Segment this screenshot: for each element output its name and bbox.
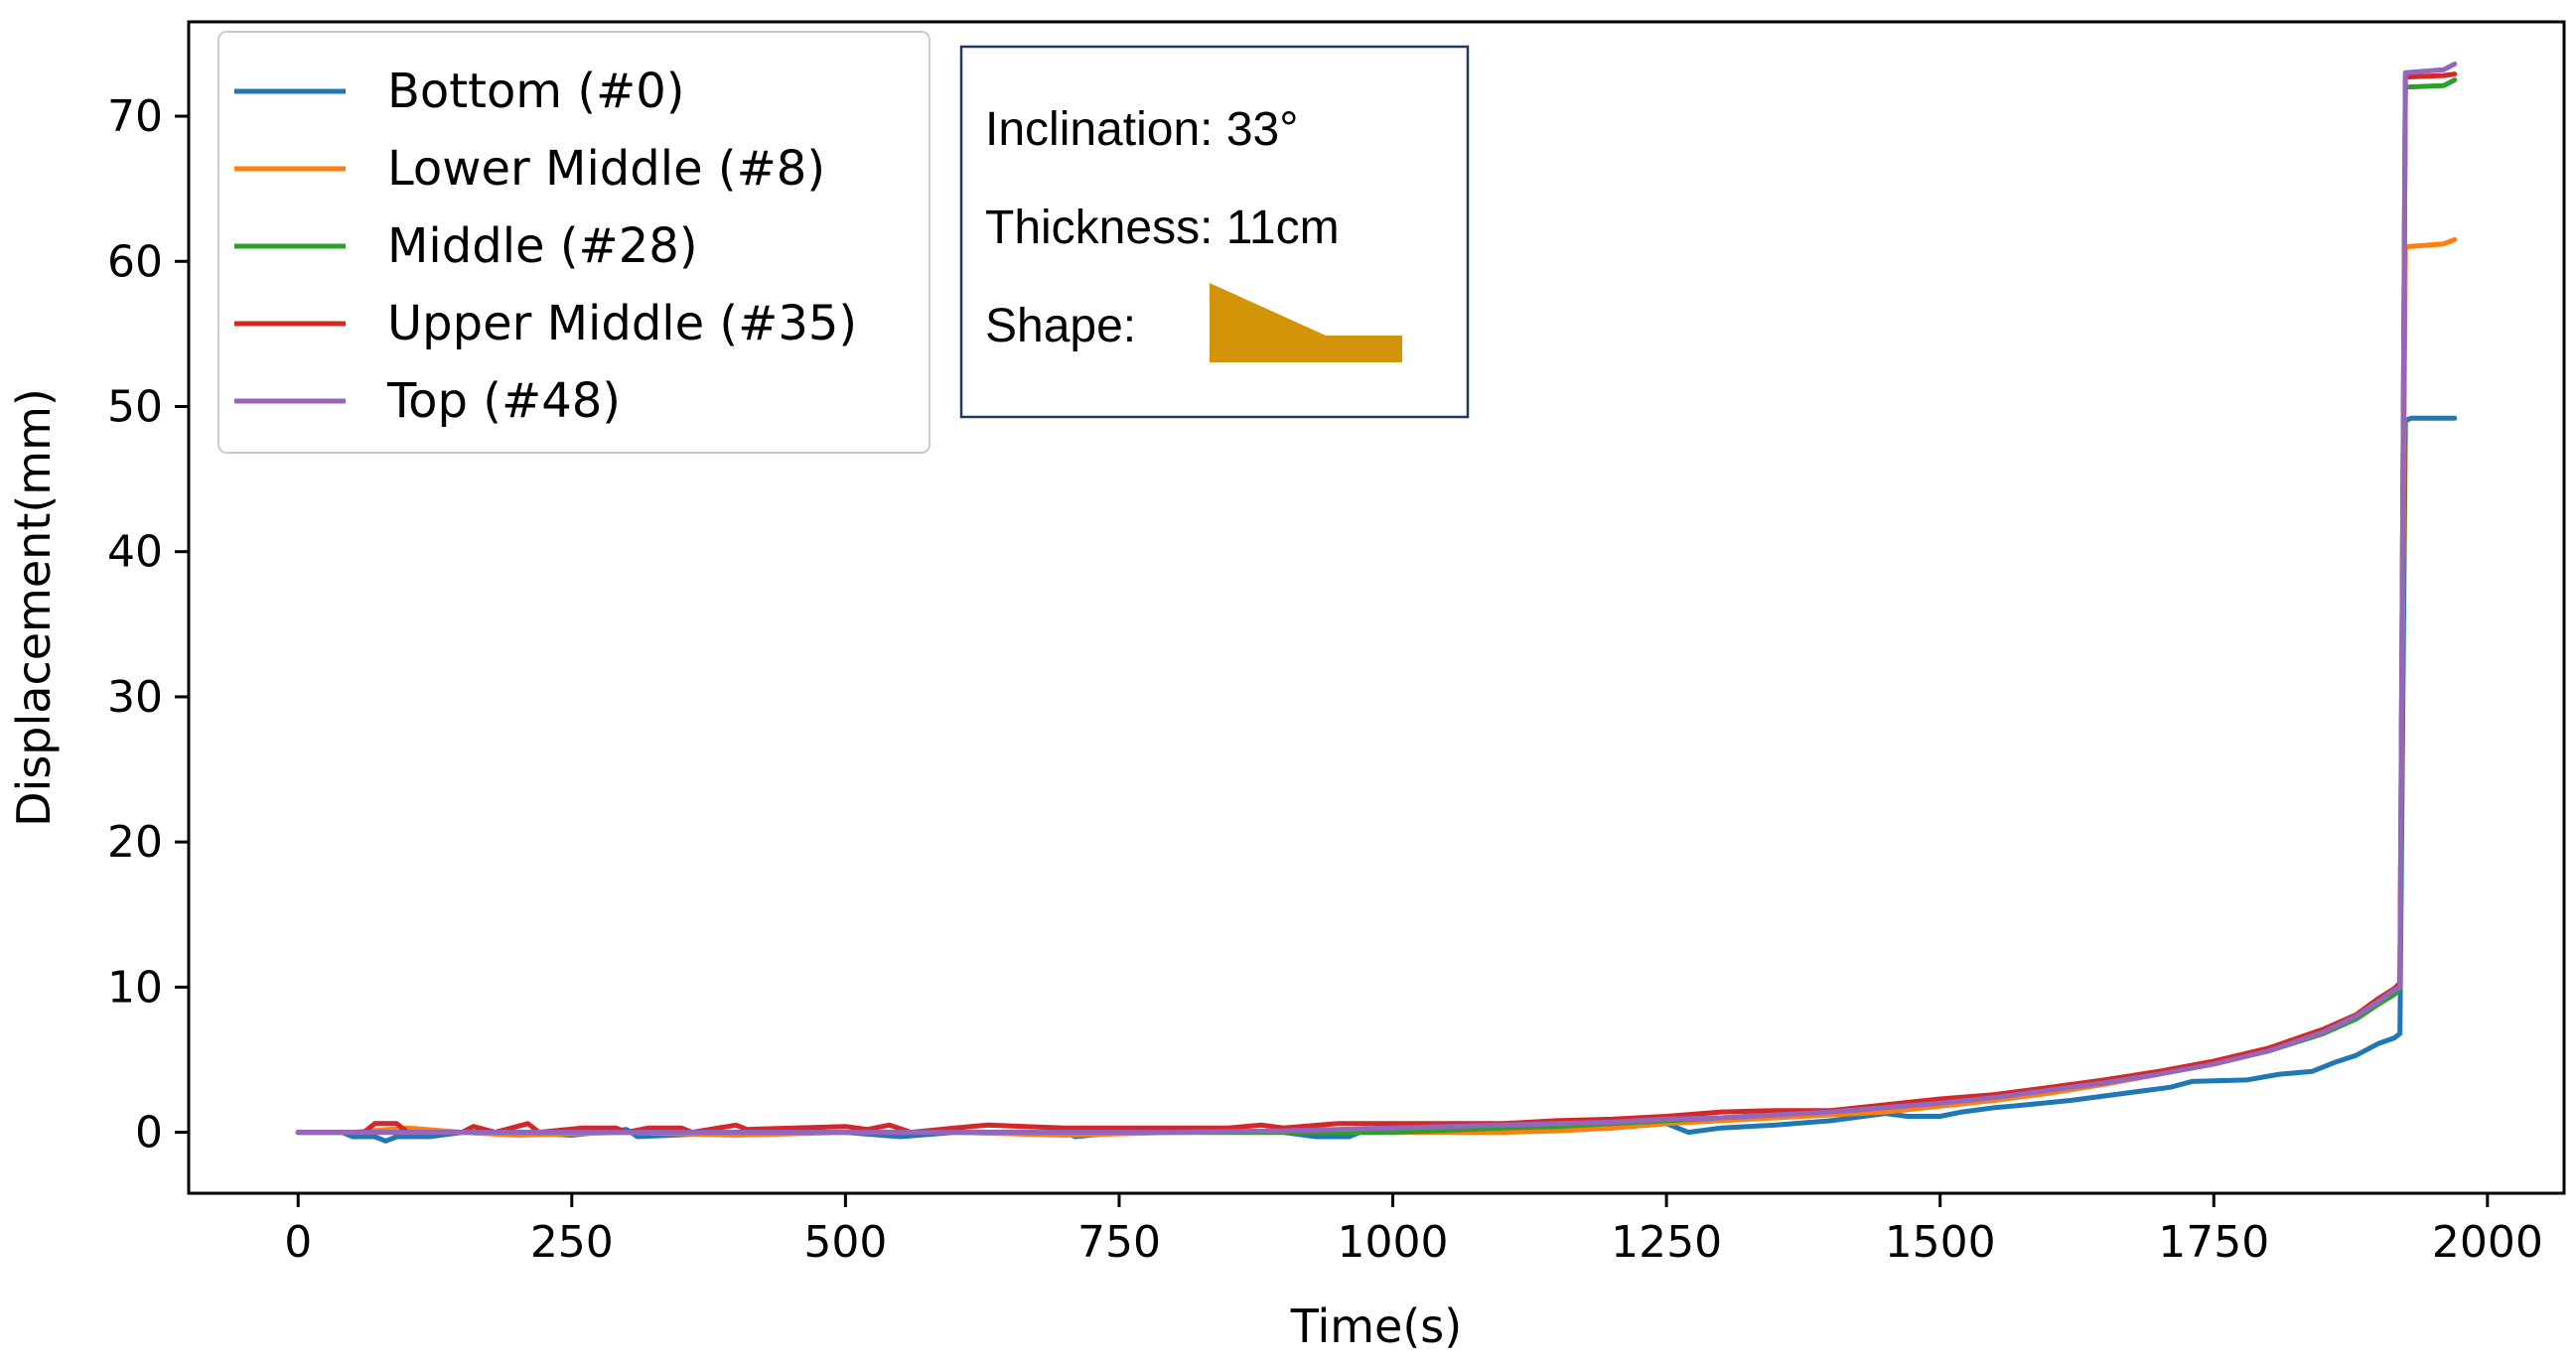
x-tick-label: 2000 [2432, 1217, 2543, 1268]
legend-label-1: Lower Middle (#8) [387, 141, 825, 197]
thickness-label: Thickness: 11cm [985, 202, 1340, 254]
info-box: Inclination: 33° Thickness: 11cm Shape: [959, 45, 1470, 419]
x-tick-label: 1500 [1885, 1217, 1996, 1268]
legend-frame [217, 31, 930, 454]
y-tick-label: 50 [107, 381, 163, 432]
series-line-4 [295, 61, 2458, 1136]
y-axis-label: Displacement(mm) [7, 388, 61, 827]
legend-label-4: Top (#48) [386, 373, 621, 429]
y-tick-label: 30 [107, 672, 163, 723]
y-tick-label: 70 [107, 91, 163, 142]
slope-shape-icon [1210, 283, 1402, 362]
legend-label-0: Bottom (#0) [387, 64, 685, 119]
x-axis-label: Time(s) [1290, 1299, 1462, 1353]
legend-label-3: Upper Middle (#35) [387, 296, 857, 351]
x-tick-label: 1000 [1338, 1217, 1449, 1268]
x-tick-label: 0 [284, 1217, 312, 1268]
legend-entries: Bottom (#0) Lower Middle (#8) Middle (#28)… [234, 64, 857, 429]
y-tick-label: 10 [107, 962, 163, 1013]
shape-label: Shape: [985, 300, 1136, 352]
series-layer [295, 61, 2458, 1144]
inclination-label: Inclination: 33° [985, 103, 1298, 156]
y-tick-label: 40 [107, 527, 163, 578]
x-tick-label: 750 [1077, 1217, 1161, 1268]
x-tick-label: 250 [530, 1217, 614, 1268]
x-ticks: 0 250 500 750 1000 1250 1500 1750 2000 [284, 1193, 2543, 1268]
x-tick-label: 1250 [1611, 1217, 1722, 1268]
legend: Bottom (#0) Lower Middle (#8) Middle (#28)… [217, 31, 930, 454]
y-tick-label: 20 [107, 817, 163, 868]
plot-frame [187, 20, 2566, 1195]
y-ticks: 0 10 20 30 40 50 60 70 [107, 91, 189, 1159]
legend-label-2: Middle (#28) [387, 218, 698, 274]
x-tick-label: 1750 [2158, 1217, 2269, 1268]
x-tick-label: 500 [803, 1217, 887, 1268]
y-tick-label: 0 [135, 1108, 163, 1159]
y-tick-label: 60 [107, 236, 163, 287]
